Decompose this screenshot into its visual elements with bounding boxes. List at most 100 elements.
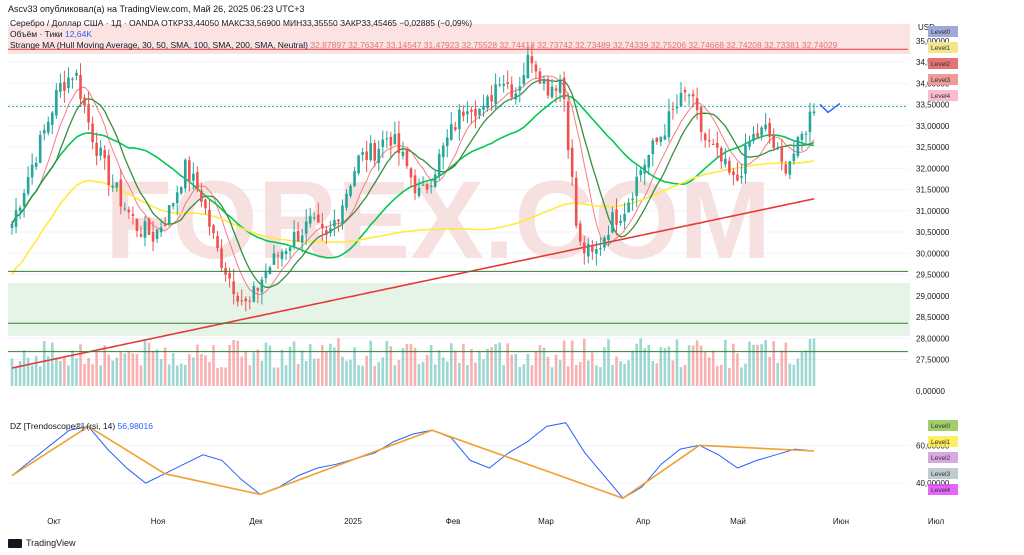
oscillator-chart[interactable]: 60,0000040,00000 Level0Level1Level2Level… xyxy=(8,412,972,507)
price-tick-label: 30,50000 xyxy=(916,228,950,237)
volume-bar xyxy=(655,363,659,386)
rsi-line xyxy=(11,422,815,499)
volume-bar xyxy=(244,350,248,386)
volume-bar xyxy=(107,354,111,386)
price-tick-label: 33,00000 xyxy=(916,122,950,131)
volume-bar xyxy=(587,360,590,386)
month-label: Дек xyxy=(249,517,263,526)
candle-body xyxy=(550,86,554,98)
candle-body xyxy=(95,142,98,156)
fast-ma-line xyxy=(11,75,815,295)
candle-body xyxy=(208,209,211,227)
volume-bar xyxy=(812,338,816,386)
volume-bar xyxy=(470,348,473,386)
candle-body xyxy=(393,134,397,145)
candle-body xyxy=(711,143,715,145)
candle-body xyxy=(183,159,187,189)
volume-bar xyxy=(220,367,223,386)
volume-bar xyxy=(18,361,22,386)
month-label: Фев xyxy=(446,517,461,526)
candle-body xyxy=(772,134,775,148)
candle-body xyxy=(308,216,312,224)
candle-body xyxy=(155,229,159,240)
volume-bar xyxy=(699,345,703,386)
price-tick-label: 28,00000 xyxy=(916,334,950,343)
candle-body xyxy=(490,95,493,102)
candle-body xyxy=(522,75,526,85)
price-pane[interactable]: FOREX.COM 34,8005929,5742328,3518927,686… xyxy=(8,18,972,398)
volume-bar xyxy=(143,339,147,386)
oscillator-pane[interactable]: 60,0000040,00000 Level0Level1Level2Level… xyxy=(8,412,972,507)
volume-bar xyxy=(482,359,485,386)
volume-bar xyxy=(449,343,453,386)
candle-body xyxy=(14,210,18,227)
candle-body xyxy=(99,147,102,156)
volume-bar xyxy=(296,364,300,386)
volume-bar xyxy=(325,351,328,386)
volume-bar xyxy=(466,365,469,386)
volume-bar xyxy=(627,360,630,386)
candle-body xyxy=(232,281,235,295)
candle-body xyxy=(147,218,151,235)
candle-body xyxy=(401,151,405,156)
candle-body xyxy=(151,231,155,242)
publish-header: Ascv33 опубликовал(а) на TradingView.com… xyxy=(8,4,305,14)
volume-bar xyxy=(578,362,582,386)
candle-body xyxy=(687,95,691,97)
volume-bar xyxy=(349,359,352,386)
candle-body xyxy=(441,145,445,158)
month-label: 2025 xyxy=(344,517,362,526)
volume-bar xyxy=(397,360,401,386)
volume-bar xyxy=(30,365,34,386)
volume-bar xyxy=(671,360,675,386)
ma200-line xyxy=(11,198,815,369)
volume-bar xyxy=(131,353,135,386)
support-zone xyxy=(8,283,972,336)
volume-bar xyxy=(740,367,743,386)
candle-body xyxy=(357,155,360,174)
price-chart[interactable]: FOREX.COM 34,8005929,5742328,3518927,686… xyxy=(8,18,972,398)
candle-body xyxy=(530,56,534,64)
candle-body xyxy=(627,202,630,213)
candle-body xyxy=(764,124,767,129)
candle-body xyxy=(760,127,763,136)
volume-bar xyxy=(365,355,368,386)
osc-level-label: Level4 xyxy=(931,487,951,494)
volume-bar xyxy=(651,360,655,386)
candle-body xyxy=(244,298,248,302)
candle-body xyxy=(163,224,167,226)
volume-bar xyxy=(59,361,62,386)
volume-bar xyxy=(248,365,252,386)
volume-bar xyxy=(373,366,377,386)
candle-body xyxy=(784,164,788,174)
candle-body xyxy=(562,77,566,100)
volume-bar xyxy=(345,360,348,386)
candle-body xyxy=(756,132,759,138)
candle-body xyxy=(385,138,389,140)
volume-bar xyxy=(445,361,449,386)
osc-legend: DZ [Trendoscope®] (rsi, 14) 56,98016 xyxy=(10,421,153,431)
osc-level-swatch xyxy=(928,468,958,479)
candle-body xyxy=(449,124,453,140)
volume-bar xyxy=(748,341,751,386)
volume-bar xyxy=(772,341,775,386)
candle-body xyxy=(139,234,143,237)
volume-bar xyxy=(417,363,421,386)
candle-body xyxy=(107,155,111,186)
price-tick-label: 30,00000 xyxy=(916,249,950,258)
candle-body xyxy=(518,86,522,91)
candle-body xyxy=(212,225,215,234)
candle-body xyxy=(599,248,602,250)
candle-body xyxy=(280,251,284,260)
volume-bar xyxy=(679,367,683,386)
volume-bar xyxy=(204,355,207,386)
time-axis[interactable]: Окт Ноя Дек 2025 Фев Мар Апр Май Июн Июл xyxy=(8,512,972,532)
volume-bar xyxy=(147,342,151,386)
volume-bar xyxy=(369,340,372,386)
volume-bar xyxy=(462,343,465,386)
volume-bar xyxy=(756,344,759,386)
volume-bar xyxy=(333,347,336,386)
tradingview-logo[interactable]: TradingView xyxy=(8,538,76,548)
volume-bar xyxy=(454,350,457,386)
volume-bar xyxy=(522,364,526,386)
